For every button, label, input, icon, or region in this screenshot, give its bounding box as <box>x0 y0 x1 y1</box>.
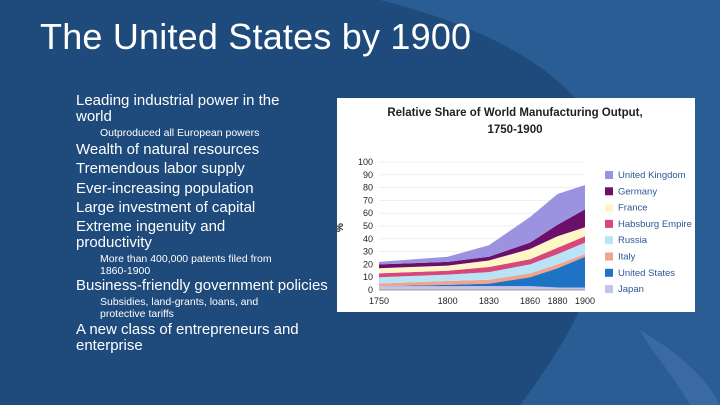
manufacturing-output-chart: Relative Share of World Manufacturing Ou… <box>337 98 695 312</box>
y-tick-label: 40 <box>363 234 373 244</box>
x-tick-label: 1750 <box>369 296 389 306</box>
y-tick-label: 80 <box>363 183 373 193</box>
bullet-item: Business-friendly government policies <box>76 277 328 294</box>
x-tick-label: 1880 <box>548 296 568 306</box>
bullet-item: Large investment of capital <box>76 199 256 216</box>
area-series-habsburg-empire <box>379 236 585 278</box>
sub-bullet-item: Subsidies, land-grants, loans, and protec… <box>100 296 259 320</box>
sub-bullet-item: Outproduced all European powers <box>100 127 260 139</box>
chart-title-line-2: 1750-1900 <box>488 124 543 136</box>
legend-label: United Kingdom <box>618 170 686 181</box>
legend-label: Japan <box>618 284 644 295</box>
y-tick-label: 100 <box>358 157 373 167</box>
bullet-item: Leading industrial power in the world <box>76 92 280 125</box>
bullet-list: Leading industrial power in the world Out… <box>0 0 340 405</box>
legend-label: Habsburg Empire <box>618 219 692 230</box>
background-accent-band <box>640 330 720 405</box>
slide-title: The United States by 1900 <box>40 16 472 57</box>
y-tick-label: 0 <box>368 285 373 295</box>
area-series-japan <box>379 286 585 290</box>
area-series-france <box>379 227 585 274</box>
bullet-item: Extreme ingenuity and productivity <box>76 218 226 251</box>
legend-swatch <box>605 187 613 196</box>
legend-label: France <box>618 203 648 214</box>
y-tick-label: 70 <box>363 195 373 205</box>
legend-swatch <box>605 171 613 179</box>
y-tick-label: 20 <box>363 259 373 269</box>
y-tick-label: 90 <box>363 170 373 180</box>
x-tick-label: 1800 <box>438 296 458 306</box>
area-series-italy <box>379 254 585 287</box>
legend-label: Germany <box>618 186 657 197</box>
legend-swatch <box>605 285 613 294</box>
chart-legend: United Kingdom Germany France Habsburg Empi… <box>605 170 692 295</box>
bullet-item: A new class of entrepreneurs and enterpri… <box>76 321 299 354</box>
legend-label: Russia <box>618 235 648 246</box>
x-tick-label: 1860 <box>520 296 540 306</box>
legend-label: United States <box>618 268 675 279</box>
legend-swatch <box>605 252 613 261</box>
sub-bullet-item: More than 400,000 patents filed from 1860… <box>100 253 272 277</box>
plot-area: 0 10 20 30 40 50 60 70 80 90 100 1750 1800 1830 1860 18… <box>358 157 595 306</box>
area-series-united-kingdom <box>379 185 585 265</box>
legend-swatch <box>605 268 613 277</box>
legend-swatch <box>605 203 613 212</box>
area-series-united-states <box>379 256 585 288</box>
y-tick-label: 10 <box>363 272 373 282</box>
x-tick-label: 1830 <box>479 296 499 306</box>
bullet-item: Wealth of natural resources <box>76 141 260 158</box>
area-series-russia <box>379 242 585 284</box>
chart-svg: Relative Share of World Manufacturing Ou… <box>337 107 692 306</box>
bullet-item: Tremendous labor supply <box>76 160 245 177</box>
legend-swatch <box>605 236 613 245</box>
bullet-item: Ever-increasing population <box>76 180 254 197</box>
y-tick-label: 30 <box>363 247 373 257</box>
x-tick-label: 1900 <box>575 296 595 306</box>
y-axis-label: % <box>337 223 346 232</box>
legend-label: Italy <box>618 252 636 263</box>
area-series-germany <box>379 209 585 269</box>
legend-swatch <box>605 219 613 228</box>
y-tick-label: 50 <box>363 221 373 231</box>
y-tick-label: 60 <box>363 208 373 218</box>
chart-title-line-1: Relative Share of World Manufacturing Ou… <box>387 107 642 119</box>
